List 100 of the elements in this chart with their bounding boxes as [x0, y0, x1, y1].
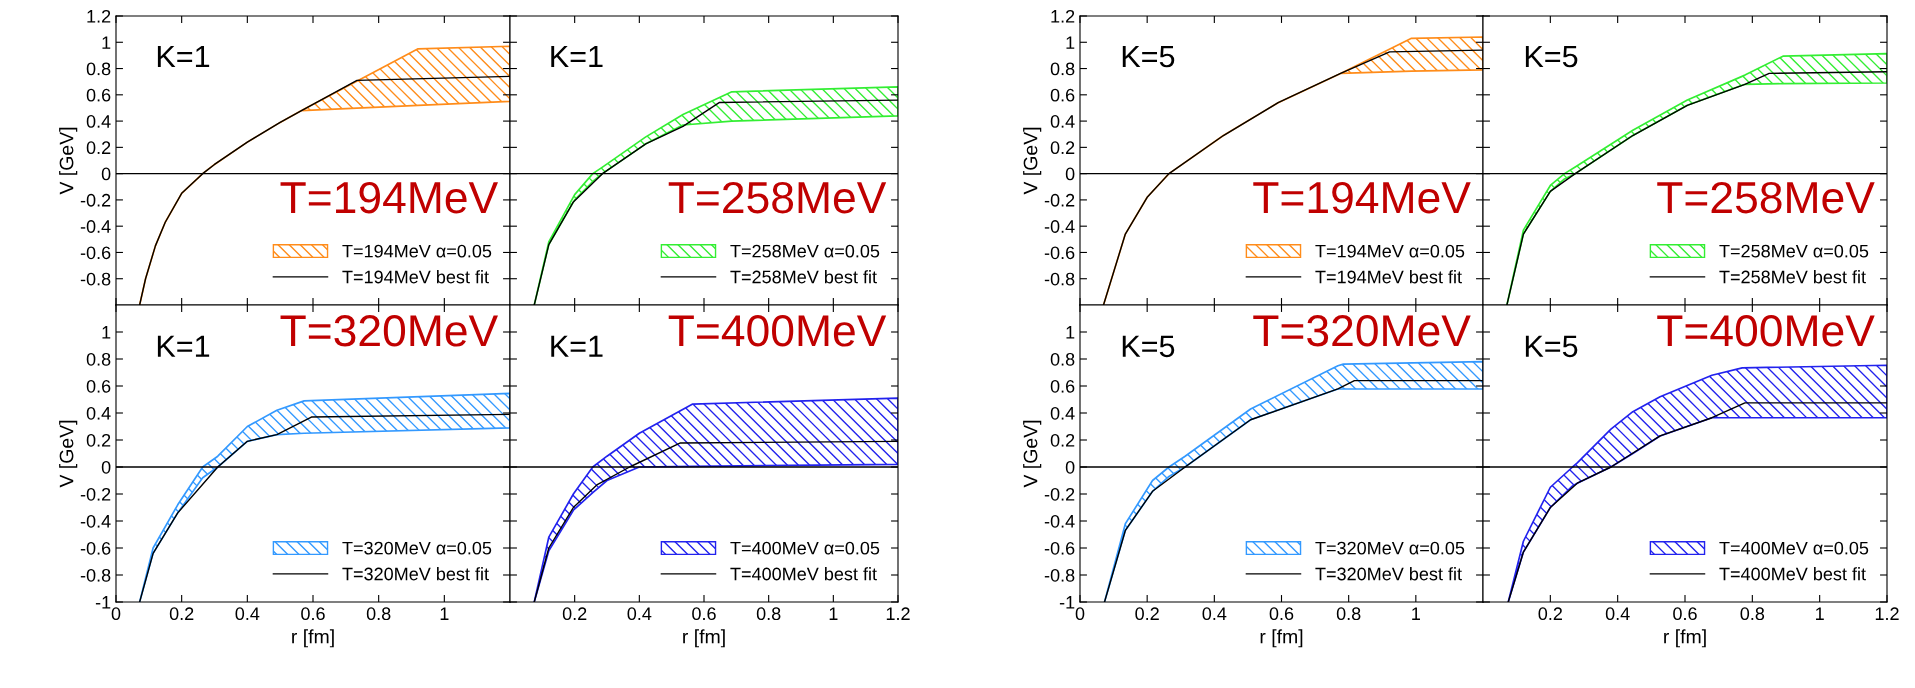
- annotation: T=320MeV: [280, 315, 498, 347]
- x-tick-label: 1: [1816, 607, 1824, 620]
- legend-label: T=194MeV best fit: [1315, 270, 1462, 284]
- y-tick-label: 0.4: [86, 406, 111, 420]
- y-tick-label: -1: [1059, 596, 1075, 609]
- y-tick-label: -0.8: [1044, 568, 1075, 582]
- y-axis-title: V [GeV]: [59, 420, 78, 488]
- y-tick-label: 0.4: [1050, 406, 1075, 420]
- y-tick-label: 0.4: [86, 115, 111, 128]
- annotation: K=1: [551, 335, 603, 357]
- y-tick-label: 0.2: [86, 141, 111, 155]
- annotation: K=1: [157, 335, 210, 357]
- x-tick-label: 0.2: [1135, 607, 1159, 621]
- x-tick-label: 0.8: [756, 607, 781, 621]
- legend-label: T=320MeV α=0.05: [1315, 541, 1465, 555]
- y-tick-label: -0.4: [80, 514, 111, 528]
- x-tick-label: 0.2: [562, 607, 587, 621]
- annotation: K=5: [1122, 335, 1175, 358]
- x-axis-title: r [fm]: [1664, 629, 1706, 648]
- y-tick-label: 0.4: [1050, 115, 1075, 128]
- y-tick-label: -0.4: [80, 220, 111, 233]
- annotation: T=258MeV: [1657, 181, 1875, 214]
- x-tick-label: 0.2: [169, 607, 194, 621]
- annotation: K=5: [1122, 46, 1175, 68]
- y-tick-label: 0: [101, 460, 111, 474]
- x-tick-label: 1: [829, 607, 838, 620]
- legend-label: T=194MeV α=0.05: [342, 244, 492, 258]
- y-tick-label: -0.6: [80, 246, 111, 260]
- x-tick-label: 1.2: [886, 607, 910, 620]
- y-axis-title: V [GeV]: [1023, 420, 1042, 488]
- annotation: T=320MeV: [1253, 315, 1471, 347]
- y-tick-label: 1: [102, 326, 111, 339]
- legend-label: T=258MeV best fit: [1719, 270, 1866, 284]
- y-tick-label: 1: [1066, 36, 1075, 49]
- y-tick-label: -1: [95, 596, 111, 609]
- legend-label: T=400MeV α=0.05: [1719, 541, 1869, 555]
- x-tick-label: 0.8: [366, 607, 391, 621]
- x-tick-label: 0: [1075, 607, 1085, 621]
- annotation: T=258MeV: [668, 181, 887, 214]
- legend-label: T=258MeV α=0.05: [1719, 244, 1869, 258]
- legend-label: T=400MeV best fit: [730, 567, 877, 581]
- y-tick-label: 0.2: [86, 433, 111, 447]
- y-tick-label: 1: [102, 36, 111, 49]
- x-tick-label: 0.4: [235, 607, 260, 621]
- annotation: K=5: [1525, 335, 1578, 358]
- y-tick-label: 0.6: [1050, 379, 1075, 393]
- y-tick-label: -0.2: [80, 193, 111, 207]
- annotation: T=194MeV: [1253, 181, 1471, 214]
- annotation: K=1: [157, 46, 210, 68]
- y-tick-label: 0: [1065, 167, 1075, 181]
- x-tick-label: 0.8: [1336, 607, 1361, 621]
- legend-label: T=320MeV α=0.05: [342, 541, 492, 555]
- legend-label: T=258MeV best fit: [730, 270, 877, 284]
- y-tick-label: 0: [1065, 460, 1075, 474]
- y-tick-label: -0.2: [80, 487, 111, 501]
- y-tick-label: -0.2: [1044, 193, 1075, 207]
- y-axis-title: V [GeV]: [1023, 127, 1042, 195]
- x-tick-label: 1.2: [1875, 607, 1899, 620]
- y-tick-label: 1: [1066, 326, 1075, 339]
- y-tick-label: 1.2: [87, 9, 111, 23]
- annotation: T=194MeV: [280, 181, 498, 214]
- x-tick-label: 0.6: [692, 607, 716, 621]
- x-tick-label: 0: [111, 607, 121, 621]
- annotation: K=5: [1525, 46, 1578, 68]
- x-tick-label: 0.6: [301, 607, 325, 621]
- y-tick-label: 0.6: [1050, 88, 1075, 102]
- x-axis-title: r [fm]: [1260, 629, 1303, 648]
- y-tick-label: -0.4: [1044, 514, 1075, 528]
- x-tick-label: 0.6: [1673, 607, 1697, 621]
- y-tick-label: -0.8: [1044, 272, 1075, 286]
- y-tick-label: 0.6: [86, 88, 111, 102]
- annotation: K=1: [551, 46, 603, 68]
- legend-label: T=258MeV α=0.05: [730, 244, 880, 258]
- x-tick-label: 0.8: [1740, 607, 1765, 621]
- legend-label: T=400MeV α=0.05: [730, 541, 880, 555]
- y-tick-label: -0.6: [1044, 541, 1075, 555]
- y-tick-label: -0.4: [1044, 220, 1075, 233]
- y-tick-label: 0.8: [86, 352, 111, 366]
- y-tick-label: -0.2: [1044, 487, 1075, 501]
- y-tick-label: 0.8: [1050, 62, 1075, 76]
- x-tick-label: 0.4: [1202, 607, 1227, 621]
- y-tick-label: -0.6: [1044, 246, 1075, 260]
- legend-label: T=320MeV best fit: [1315, 567, 1462, 581]
- y-tick-label: 0.8: [1050, 352, 1075, 366]
- legend-label: T=194MeV α=0.05: [1315, 244, 1465, 258]
- annotation: T=400MeV: [1657, 315, 1875, 347]
- x-tick-label: 0.6: [1269, 607, 1294, 621]
- y-tick-label: 0.6: [86, 379, 111, 393]
- y-tick-label: 1.2: [1051, 9, 1075, 23]
- x-axis-title: r [fm]: [683, 629, 725, 648]
- x-tick-label: 0.4: [1605, 607, 1630, 621]
- legend-label: T=400MeV best fit: [1719, 567, 1866, 581]
- legend-label: T=194MeV best fit: [342, 270, 489, 284]
- y-tick-label: -0.8: [80, 272, 111, 286]
- y-tick-label: 0.2: [1050, 433, 1075, 447]
- x-axis-title: r [fm]: [292, 629, 334, 648]
- y-tick-label: 0.8: [86, 62, 111, 76]
- x-tick-label: 1: [440, 607, 449, 620]
- y-tick-label: -0.6: [80, 541, 111, 555]
- y-tick-label: 0: [101, 167, 111, 181]
